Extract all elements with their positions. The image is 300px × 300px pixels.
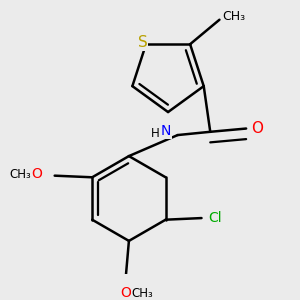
Text: O: O [252, 121, 264, 136]
Text: O: O [120, 286, 131, 300]
Text: Cl: Cl [208, 211, 221, 225]
Text: S: S [138, 35, 148, 50]
Text: CH₃: CH₃ [223, 10, 246, 23]
Text: H: H [151, 127, 160, 140]
Text: O: O [31, 167, 42, 181]
Text: CH₃: CH₃ [9, 167, 31, 181]
Text: N: N [161, 124, 171, 138]
Text: CH₃: CH₃ [132, 287, 154, 300]
